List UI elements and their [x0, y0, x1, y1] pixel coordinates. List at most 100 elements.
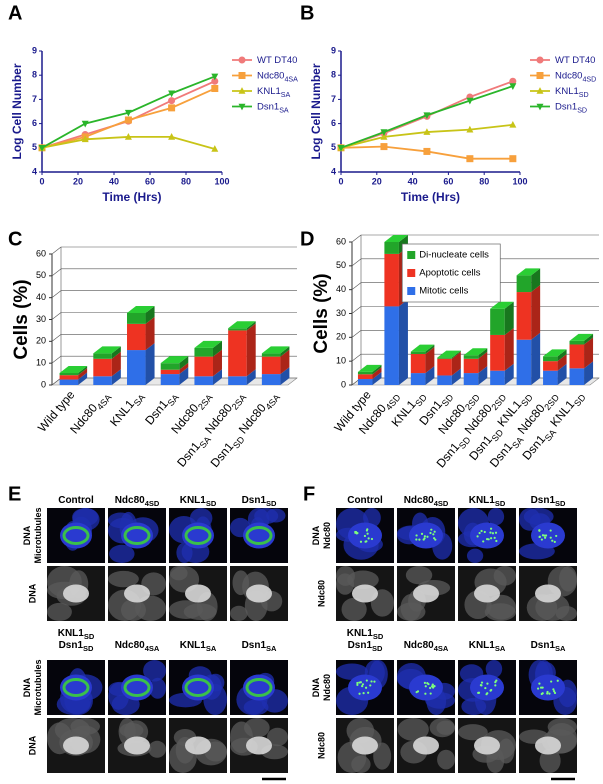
- legend-label-part: SD: [577, 106, 587, 114]
- micrograph: [47, 660, 105, 715]
- bar-side: [557, 363, 567, 385]
- kinetochore: [418, 538, 421, 541]
- kinetochore: [429, 531, 432, 535]
- chromosomes: [63, 736, 89, 755]
- bar-segment: [569, 344, 585, 369]
- kinetochore: [430, 528, 433, 531]
- kinetochore: [555, 534, 558, 538]
- legend-label: WT DT40: [555, 55, 595, 66]
- nucleus: [487, 508, 505, 526]
- kinetochore: [541, 692, 544, 695]
- kinetochore: [361, 685, 364, 688]
- column-label: KNL1SD: [180, 495, 217, 509]
- micrograph: [108, 660, 167, 715]
- y-axis-title: Cells (%): [11, 279, 32, 359]
- marker: [509, 77, 517, 85]
- kinetochore: [361, 683, 365, 686]
- column-label-part: SA: [266, 644, 277, 653]
- column-label: Dsn1SD: [242, 495, 277, 509]
- kinetochore: [363, 534, 367, 538]
- nucleus: [555, 605, 577, 621]
- nucleus: [183, 603, 217, 621]
- column-label: Ndc804SD: [404, 495, 449, 509]
- nucleus: [458, 724, 488, 741]
- nucleus: [135, 595, 167, 621]
- kinetochore: [550, 680, 553, 683]
- legend-label: Ndc804SA: [257, 70, 298, 83]
- y-tick-label: 0: [341, 379, 346, 389]
- row-label: Ndc80: [316, 732, 326, 759]
- legend-label-part: WT DT40: [257, 55, 297, 66]
- column-label: KNL1SD: [347, 628, 384, 642]
- bar-side: [557, 354, 567, 371]
- row-label: Microtubules: [33, 659, 43, 715]
- bar-top: [228, 321, 256, 329]
- marker: [423, 112, 431, 119]
- column-label-part: Ndc80: [404, 495, 434, 506]
- legend-swatch: [407, 287, 416, 295]
- y-tick-label: 7: [32, 94, 37, 104]
- bar-segment: [59, 375, 79, 380]
- x-tick-label: 100: [512, 176, 527, 186]
- bar-segment: [384, 242, 399, 254]
- nucleus: [108, 570, 139, 588]
- column-label: Control: [347, 495, 383, 506]
- bar-segment: [194, 376, 213, 385]
- kinetochore: [373, 680, 376, 683]
- bar-side: [478, 366, 488, 385]
- nucleus: [400, 593, 422, 621]
- micrograph: [397, 660, 455, 715]
- micrograph: [519, 566, 577, 621]
- bar-segment: [93, 376, 112, 385]
- marker: [423, 147, 431, 155]
- micrograph: [397, 508, 455, 563]
- legend-label: Dsn1SD: [555, 101, 587, 114]
- column-label-part: Dsn1: [531, 640, 556, 651]
- column-label-part: KNL1: [469, 640, 496, 651]
- spindle: [123, 526, 151, 545]
- bar-top: [93, 346, 121, 354]
- x-tick-label: KNL1SA: [107, 388, 147, 431]
- kinetochore: [489, 527, 493, 530]
- bar-segment: [463, 373, 479, 385]
- kinetochore: [539, 686, 543, 689]
- bar-side: [372, 364, 382, 375]
- chromosomes: [185, 584, 211, 603]
- y-tick-label: 50: [36, 270, 46, 280]
- kinetochore: [427, 682, 430, 686]
- legend-label-part: SA: [281, 91, 291, 99]
- bar-top: [463, 348, 488, 356]
- row-label: DNA: [22, 677, 32, 697]
- kinetochore: [494, 684, 497, 687]
- marker: [380, 143, 388, 151]
- bar-segment: [127, 323, 146, 351]
- column-label: Ndc804SD: [115, 495, 160, 509]
- bar-segment: [410, 354, 426, 374]
- marker: [380, 129, 388, 136]
- x-tick-label: 0: [39, 176, 44, 186]
- marker: [211, 85, 219, 93]
- marker: [124, 133, 132, 140]
- micrograph: [519, 718, 578, 774]
- nucleus: [531, 522, 565, 549]
- bar-side: [372, 367, 382, 380]
- nucleus: [230, 605, 248, 621]
- chromosomes: [535, 736, 561, 755]
- x-tick-label: 80: [181, 176, 191, 186]
- legend-label: KNL1SA: [257, 86, 291, 99]
- bar-side: [425, 347, 435, 374]
- row-label: DNA: [22, 525, 32, 545]
- micrograph: [397, 718, 456, 773]
- micrograph: [47, 508, 105, 563]
- row-label: Ndc80: [322, 522, 332, 549]
- kinetochore: [480, 529, 483, 533]
- legend-label-part: Dsn1: [555, 101, 577, 112]
- kinetochore: [480, 681, 484, 684]
- y-tick-label: 60: [36, 248, 46, 258]
- bar-top: [160, 356, 189, 364]
- kinetochore: [415, 534, 418, 537]
- column-label-part: 4SA: [145, 644, 160, 653]
- chromosomes: [124, 584, 150, 603]
- y-axis-title: Cells (%): [311, 273, 332, 353]
- kinetochore: [358, 681, 361, 684]
